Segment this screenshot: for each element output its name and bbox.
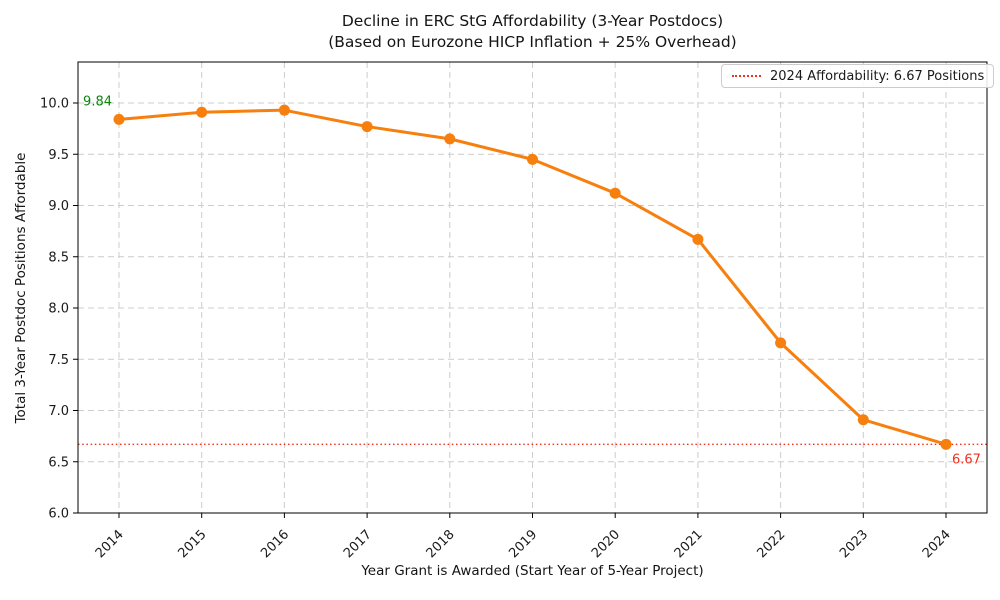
y-tick-label: 8.0 bbox=[48, 302, 69, 317]
chart-title: Decline in ERC StG Affordability (3-Year… bbox=[78, 11, 987, 53]
data-point-2023 bbox=[857, 414, 869, 426]
annotation-9.84: 9.84 bbox=[83, 94, 112, 109]
data-point-2017 bbox=[361, 121, 373, 133]
chart-title-line1: Decline in ERC StG Affordability (3-Year… bbox=[341, 12, 724, 30]
x-tick-label: 2019 bbox=[506, 527, 540, 561]
data-point-2020 bbox=[609, 187, 621, 199]
legend-dotted-line-sample bbox=[732, 75, 761, 77]
y-tick-label: 9.0 bbox=[48, 199, 69, 214]
data-point-2018 bbox=[444, 133, 456, 145]
x-tick-label: 2015 bbox=[176, 527, 210, 561]
annotation-6.67: 6.67 bbox=[952, 452, 981, 467]
x-tick-label: 2020 bbox=[589, 527, 623, 561]
legend-label: 2024 Affordability: 6.67 Positions bbox=[770, 68, 985, 84]
x-axis-label: Year Grant is Awarded (Start Year of 5-Y… bbox=[361, 563, 704, 579]
data-point-2016 bbox=[278, 104, 290, 116]
data-point-2019 bbox=[527, 153, 538, 165]
data-point-2015 bbox=[196, 106, 208, 118]
x-tick-label: 2024 bbox=[920, 527, 954, 561]
x-tick-label: 2017 bbox=[341, 527, 375, 561]
data-point-2021 bbox=[692, 233, 704, 245]
y-tick-label: 10.0 bbox=[40, 97, 69, 112]
y-tick-label: 7.0 bbox=[48, 404, 69, 419]
y-tick-label: 6.0 bbox=[48, 507, 69, 522]
data-point-2024 bbox=[940, 438, 952, 450]
x-tick-label: 2023 bbox=[837, 527, 871, 561]
y-tick-label: 9.5 bbox=[48, 148, 69, 163]
y-tick-label: 7.5 bbox=[48, 353, 69, 368]
x-tick-label: 2018 bbox=[424, 527, 458, 561]
y-axis-label: Total 3-Year Postdoc Positions Affordabl… bbox=[13, 152, 29, 424]
x-tick-label: 2022 bbox=[754, 527, 788, 561]
x-tick-label: 2016 bbox=[258, 527, 292, 561]
chart-title-line2: (Based on Eurozone HICP Inflation + 25% … bbox=[328, 33, 737, 51]
data-point-2014 bbox=[113, 113, 125, 125]
y-tick-label: 8.5 bbox=[48, 250, 69, 265]
data-point-2022 bbox=[775, 337, 787, 349]
legend: 2024 Affordability: 6.67 Positions bbox=[721, 64, 995, 88]
y-tick-label: 6.5 bbox=[48, 455, 69, 470]
x-tick-label: 2021 bbox=[672, 527, 706, 561]
x-tick-label: 2014 bbox=[93, 527, 127, 561]
